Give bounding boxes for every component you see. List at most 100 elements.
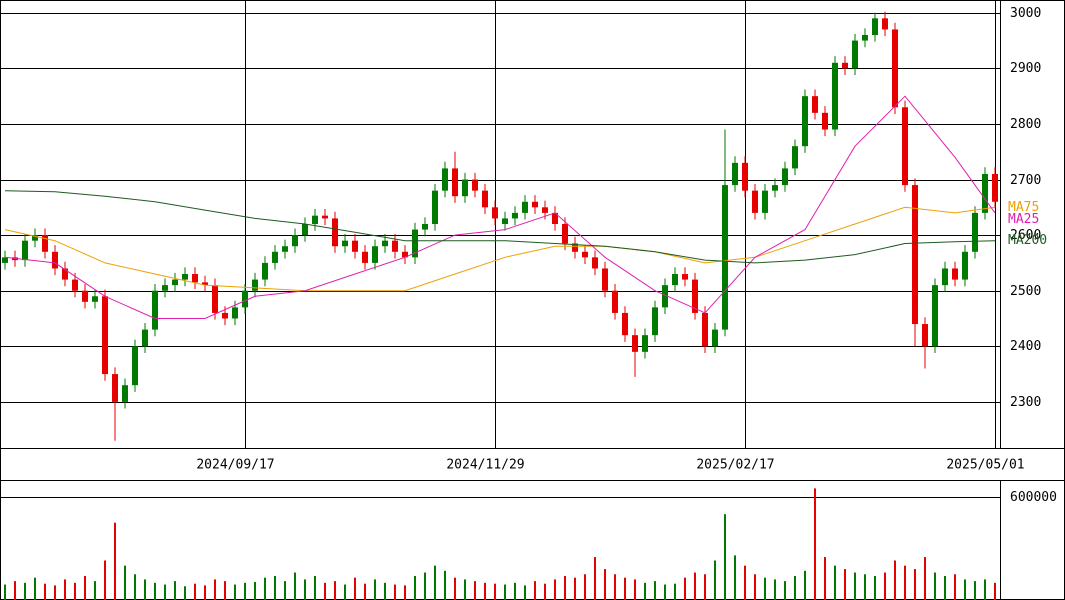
candle-body [772,185,778,191]
candle-body [862,35,868,41]
volume-bar [344,584,346,600]
y-tick-label: 2900 [1010,61,1041,76]
volume-bar [994,582,996,600]
y-tick-label: 2500 [1010,284,1041,299]
candle-body [622,312,628,336]
volume-bar [374,579,376,600]
volume-bar [904,565,906,600]
candle-body [932,285,938,347]
candle-body [832,62,838,130]
candle-body [72,279,78,291]
volume-bar [894,560,896,600]
candle-body [252,279,258,291]
volume-bar [764,577,766,600]
volume-bar [144,579,146,600]
candle-body [282,246,288,252]
volume-bar [824,557,826,600]
candle-body [882,18,888,30]
volume-bar [294,572,296,600]
volume-bar [44,583,46,600]
candle-body [962,251,968,280]
candle-body [762,190,768,213]
volume-bar [954,574,956,600]
candle-body [172,279,178,286]
candle-body [52,251,58,269]
candle-body [632,335,638,352]
volume-bar [864,574,866,600]
volume-bar [194,583,196,600]
candle-body [392,240,398,252]
candle-body [112,374,118,402]
candle-body [92,296,98,302]
candle-body [662,285,668,308]
candle-body [852,40,858,69]
volume-bar [984,579,986,600]
volume-bar [934,572,936,600]
candle-body [352,240,358,252]
volume-bar [814,488,816,600]
volume-bar [604,569,606,600]
volume-bar [134,574,136,600]
volume-bar [14,581,16,600]
volume-bar [54,585,56,600]
volume-bar [24,582,26,600]
volume-bar [804,570,806,600]
candle-body [32,235,38,241]
candle-body [602,268,608,291]
candle-body [372,246,378,263]
volume-bar [414,575,416,600]
candle-body [982,173,988,213]
volume-bar [184,586,186,600]
volume-bar [734,555,736,600]
candle-body [62,268,68,280]
x-tick-label: 2025/02/17 [696,458,774,473]
candle-body [292,235,298,247]
volume-bar [284,581,286,600]
candle-body [362,251,368,263]
x-tick-label: 2024/09/17 [196,458,274,473]
volume-bar [244,582,246,600]
y-tick-label: 3000 [1010,6,1041,21]
candle-body [522,201,528,213]
volume-bar [174,581,176,600]
volume-bar [124,565,126,600]
volume-bar [324,582,326,600]
volume-bar [34,577,36,600]
ma-line [4,190,996,264]
candle-body [472,179,478,191]
x-tick-label: 2024/11/29 [446,458,524,473]
volume-bar [154,582,156,600]
volume-bar [94,581,96,600]
volume-bar [64,579,66,600]
volume-bar [674,583,676,600]
volume-bar [544,583,546,600]
candle-body [332,218,338,247]
volume-bar [844,569,846,600]
candle-body [892,29,898,108]
candle-body [312,215,318,224]
volume-bar [74,582,76,600]
volume-bar [204,585,206,600]
volume-bar [784,581,786,600]
candle-body [442,168,448,191]
candle-body [972,212,978,252]
candle-body [732,162,738,186]
volume-bar [164,584,166,600]
candle-body [742,162,748,191]
volume-bar [564,575,566,600]
volume-bar [364,583,366,600]
candle-body [502,218,508,224]
volume-bar [384,582,386,600]
volume-bar [524,585,526,600]
candle-body [82,290,88,302]
candle-body [782,168,788,186]
legend-label: MA200 [1008,233,1047,248]
candle-body [752,190,758,213]
volume-bar [974,581,976,600]
candle-body [2,257,8,263]
volume-bar [774,579,776,600]
candle-body [262,262,268,280]
candle-body [722,185,728,330]
volume-bar [664,584,666,600]
candle-body [842,62,848,69]
